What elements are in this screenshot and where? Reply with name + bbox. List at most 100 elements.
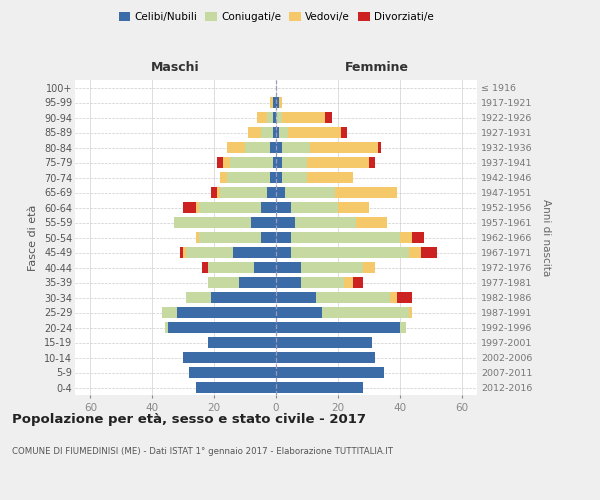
Bar — [292, 202, 338, 213]
Bar — [230, 156, 273, 168]
Bar — [202, 262, 208, 274]
Bar — [273, 96, 276, 108]
Bar — [196, 232, 199, 243]
Bar — [378, 142, 381, 154]
Bar — [276, 232, 292, 243]
Bar — [260, 232, 276, 243]
Bar — [289, 126, 341, 138]
Y-axis label: Fasce di età: Fasce di età — [28, 204, 38, 270]
Bar — [344, 276, 353, 288]
Bar — [168, 322, 276, 334]
Bar — [211, 186, 217, 198]
Bar — [325, 112, 332, 124]
Bar — [279, 96, 282, 108]
Bar — [276, 262, 301, 274]
Bar — [270, 96, 273, 108]
Bar — [260, 202, 276, 213]
Bar — [279, 126, 289, 138]
Bar — [251, 216, 276, 228]
Bar — [183, 202, 196, 213]
Bar — [338, 202, 369, 213]
Bar — [180, 246, 183, 258]
Bar — [187, 246, 233, 258]
Bar — [356, 216, 388, 228]
Bar — [276, 96, 279, 108]
Bar — [400, 322, 406, 334]
Bar — [276, 322, 400, 334]
Bar — [217, 156, 223, 168]
Bar — [199, 202, 260, 213]
Bar — [292, 232, 400, 243]
Bar — [391, 292, 397, 304]
Y-axis label: Anni di nascita: Anni di nascita — [541, 199, 551, 276]
Bar — [282, 142, 310, 154]
Bar — [282, 112, 325, 124]
Text: COMUNE DI FIUMEDINISI (ME) - Dati ISTAT 1° gennaio 2017 - Elaborazione TUTTITALI: COMUNE DI FIUMEDINISI (ME) - Dati ISTAT … — [12, 448, 393, 456]
Bar — [217, 186, 220, 198]
Bar — [177, 306, 276, 318]
Bar — [316, 292, 391, 304]
Bar — [208, 336, 276, 348]
Bar — [273, 112, 276, 124]
Bar — [196, 382, 276, 394]
Bar — [397, 292, 412, 304]
Bar — [362, 262, 375, 274]
Bar — [412, 232, 424, 243]
Bar — [276, 292, 316, 304]
Bar — [276, 306, 322, 318]
Bar — [276, 202, 292, 213]
Bar — [341, 126, 347, 138]
Bar — [260, 126, 273, 138]
Bar — [196, 202, 199, 213]
Bar — [301, 276, 344, 288]
Bar — [273, 126, 276, 138]
Bar — [164, 322, 168, 334]
Bar — [183, 246, 187, 258]
Bar — [409, 306, 412, 318]
Bar — [270, 172, 276, 183]
Bar — [301, 262, 362, 274]
Bar — [208, 276, 239, 288]
Bar — [276, 156, 282, 168]
Legend: Celibi/Nubili, Coniugati/e, Vedovi/e, Divorziati/e: Celibi/Nubili, Coniugati/e, Vedovi/e, Di… — [115, 8, 437, 26]
Bar — [276, 336, 372, 348]
Bar — [310, 142, 378, 154]
Bar — [220, 172, 227, 183]
Bar — [267, 112, 273, 124]
Bar — [276, 112, 282, 124]
Bar — [276, 246, 292, 258]
Bar — [322, 306, 409, 318]
Bar — [409, 246, 421, 258]
Bar — [276, 216, 295, 228]
Text: Femmine: Femmine — [344, 61, 409, 74]
Bar — [190, 366, 276, 378]
Bar — [254, 262, 276, 274]
Bar — [187, 292, 211, 304]
Bar — [174, 216, 251, 228]
Bar — [276, 382, 362, 394]
Bar — [285, 186, 335, 198]
Bar — [307, 156, 369, 168]
Bar — [276, 366, 384, 378]
Bar — [353, 276, 362, 288]
Text: Maschi: Maschi — [151, 61, 200, 74]
Bar — [400, 232, 412, 243]
Bar — [199, 232, 260, 243]
Text: Popolazione per età, sesso e stato civile - 2017: Popolazione per età, sesso e stato civil… — [12, 412, 366, 426]
Bar — [276, 142, 282, 154]
Bar — [208, 262, 254, 274]
Bar — [223, 156, 230, 168]
Bar — [282, 172, 307, 183]
Bar — [282, 156, 307, 168]
Bar — [276, 126, 279, 138]
Bar — [211, 292, 276, 304]
Bar — [276, 186, 285, 198]
Bar — [276, 352, 375, 364]
Bar — [233, 246, 276, 258]
Bar — [267, 186, 276, 198]
Bar — [248, 126, 260, 138]
Bar — [335, 186, 397, 198]
Bar — [307, 172, 353, 183]
Bar — [292, 246, 409, 258]
Bar — [295, 216, 356, 228]
